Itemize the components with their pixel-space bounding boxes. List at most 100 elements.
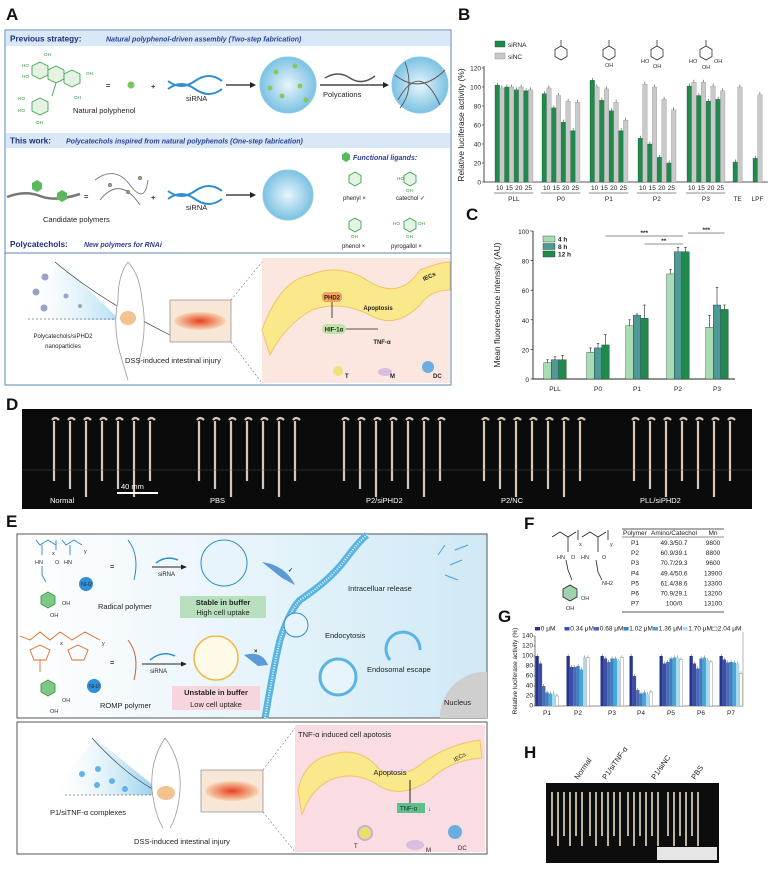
bar-sinc [661, 99, 667, 183]
group-label-p2-siphd2: P2/siPHD2 [366, 496, 403, 505]
bar-4h [705, 327, 714, 380]
dashed-guide [230, 261, 263, 301]
polymer-structure [551, 530, 609, 602]
category-label: P5 [667, 710, 675, 717]
nanoparticle-icon [259, 56, 317, 114]
complexes-icon [79, 766, 128, 792]
dose-label: 10 [639, 185, 647, 192]
this-work-header-band [6, 133, 450, 148]
radical-polymer-chain-icon [127, 539, 137, 581]
colon-specimens [551, 792, 699, 846]
tnf-box [397, 803, 425, 813]
chem-ho: HO [22, 74, 29, 79]
released-sirna-icons [437, 544, 469, 581]
dashed-guide [262, 727, 296, 771]
t-cell-label: T [354, 844, 358, 850]
bar-sinc [518, 86, 524, 183]
romp-polymer-structure [19, 631, 101, 697]
significance-label: *** [702, 227, 710, 234]
y-tick-label: 40 [522, 318, 530, 325]
bar-0.34μM [662, 663, 667, 706]
bar-1.02μM [729, 662, 733, 706]
chem-hn: HN [581, 555, 589, 561]
ligand-catechol: catechol ✓ [396, 196, 425, 202]
nanoparticles-icon [32, 273, 82, 312]
ligand-phenol: phenol × [342, 244, 366, 250]
legend-swatch [623, 627, 629, 631]
bar-sirna [561, 122, 566, 183]
radical-polymer-label: Radical polymer [98, 602, 152, 611]
bar-sinc [594, 86, 600, 183]
significance-label: *** [640, 230, 648, 237]
bar-sinc [701, 82, 706, 183]
natural-polyphenol-label: Natural polyphenol [73, 106, 136, 115]
colon-specimen [529, 416, 538, 481]
bar-sirna [541, 93, 547, 183]
plus-sign: + [151, 82, 156, 91]
chem-hn: HN [64, 560, 72, 566]
legend-swatch [542, 235, 556, 243]
bar-sinc [546, 87, 552, 183]
chem-ho: HO [22, 63, 29, 68]
legend-label: 1.02 μM [629, 626, 653, 633]
bar-0.34μM [603, 658, 608, 706]
equals-sign: = [106, 81, 111, 90]
blocked-arrow-icon [244, 653, 268, 666]
table-cell: 49.3/50.7 [660, 540, 687, 547]
bar-0μM [719, 656, 723, 706]
legend-label: 12 h [558, 252, 571, 259]
intestine-icon [157, 786, 175, 800]
bar-1.70μM [676, 657, 680, 706]
sirna-helix-icon [155, 557, 179, 564]
macrophage-icon [378, 368, 392, 376]
group-label-pll-siphd2: PLL/siPHD2 [640, 496, 681, 505]
panel-e: x y HN O HN NH2 OH OH Radical polymer = … [16, 532, 488, 855]
bar-2.04μM [620, 657, 624, 707]
bar-1.36μM [579, 669, 583, 706]
colon-specimen [51, 416, 60, 481]
t-cell-icon [357, 825, 373, 841]
chem-oh: OH [44, 52, 51, 57]
colon-specimen [631, 416, 640, 481]
table-header: Amino/Catechol [651, 530, 697, 537]
dose-label: 15 [601, 185, 609, 192]
chem-oh: OH [62, 601, 70, 607]
chem-oh: OH [406, 188, 413, 193]
bar-1.36μM [702, 657, 706, 706]
chem-oh: OH [36, 120, 43, 125]
colon-specimen [260, 416, 269, 489]
category-label: P1 [543, 710, 551, 717]
dose-label: 25 [668, 185, 676, 192]
chem-nh2: NH2 [89, 684, 100, 690]
tnf-label: TNF-α [373, 340, 391, 346]
colon-specimen [389, 416, 398, 481]
intestine-icon [120, 311, 136, 325]
bar-sirna [696, 95, 702, 183]
dose-label: 20 [610, 185, 618, 192]
hif-label: HIF-1α [325, 328, 344, 334]
group-label-pbs: PBS [210, 496, 225, 505]
group-label: P1 [605, 196, 613, 203]
chem-hn: HN [557, 555, 565, 561]
category-label: P3 [713, 386, 721, 393]
table-cell: 13100 [704, 601, 722, 608]
y-tick-label: 20 [522, 347, 530, 354]
dose-label: 20 [707, 185, 715, 192]
bar-0.68μM [542, 686, 546, 706]
polycatechol-nanoparticle-icon [262, 169, 314, 221]
bar-sinc [509, 86, 514, 183]
bar-0.34μM [569, 667, 574, 706]
legend-swatch-sinc [494, 52, 506, 60]
y-tick-label: 20 [474, 160, 482, 167]
functional-ligands-title: Functional ligands: [353, 155, 417, 162]
significance-label: ** [661, 238, 667, 245]
bar-4h [586, 352, 595, 380]
bar-1.02μM [576, 666, 580, 706]
unstable-nanoparticle-icon [193, 635, 239, 681]
bar-1.02μM [669, 658, 673, 706]
cell-membrane-inner [264, 534, 368, 719]
colon-specimen [131, 416, 140, 497]
polycatechols-subtitle: New polymers for RNAi [84, 242, 163, 249]
sirna-helix-icon [167, 75, 223, 95]
sirna-helix-icon [149, 653, 176, 661]
